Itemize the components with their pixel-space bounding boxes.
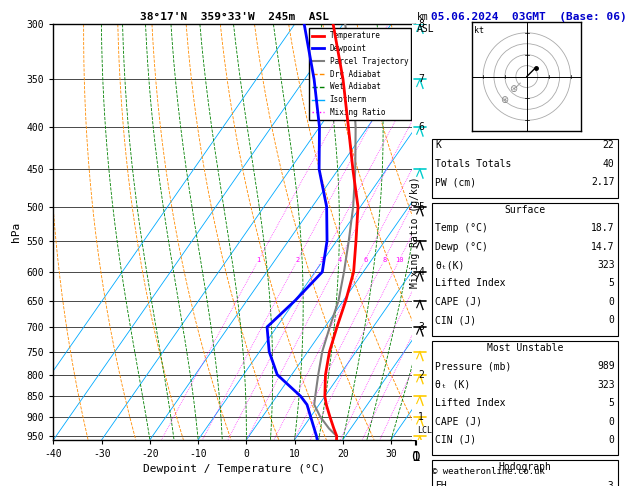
Text: CIN (J): CIN (J) xyxy=(435,315,476,326)
Text: 4: 4 xyxy=(418,267,424,277)
Text: CAPE (J): CAPE (J) xyxy=(435,297,482,307)
Text: 0: 0 xyxy=(609,435,615,445)
Text: 8: 8 xyxy=(382,257,386,263)
Text: 0: 0 xyxy=(609,297,615,307)
Text: 5: 5 xyxy=(609,398,615,408)
Text: Hodograph: Hodograph xyxy=(498,462,552,472)
Text: θₜ (K): θₜ (K) xyxy=(435,380,470,390)
Text: $\circledast$: $\circledast$ xyxy=(509,83,518,94)
Text: $\circledast$: $\circledast$ xyxy=(500,94,509,105)
Text: 5: 5 xyxy=(418,202,424,212)
Text: 323: 323 xyxy=(597,380,615,390)
Text: © weatheronline.co.uk: © weatheronline.co.uk xyxy=(432,467,545,476)
Text: 5: 5 xyxy=(609,278,615,289)
Text: CAPE (J): CAPE (J) xyxy=(435,417,482,427)
Text: EH: EH xyxy=(435,481,447,486)
Text: 6: 6 xyxy=(363,257,367,263)
Legend: Temperature, Dewpoint, Parcel Trajectory, Dry Adiabat, Wet Adiabat, Isotherm, Mi: Temperature, Dewpoint, Parcel Trajectory… xyxy=(309,28,411,120)
Text: 989: 989 xyxy=(597,361,615,371)
Text: Surface: Surface xyxy=(504,205,545,215)
Text: 3: 3 xyxy=(320,257,324,263)
Text: Temp (°C): Temp (°C) xyxy=(435,223,488,233)
Text: CIN (J): CIN (J) xyxy=(435,435,476,445)
Text: PW (cm): PW (cm) xyxy=(435,177,476,188)
Text: 22: 22 xyxy=(603,140,615,151)
Text: 14.7: 14.7 xyxy=(591,242,615,252)
Text: Lifted Index: Lifted Index xyxy=(435,278,506,289)
Text: 38°17'N  359°33'W  245m  ASL: 38°17'N 359°33'W 245m ASL xyxy=(140,12,329,22)
Text: 3: 3 xyxy=(418,322,424,332)
Text: 8: 8 xyxy=(418,19,424,29)
Text: 4: 4 xyxy=(337,257,342,263)
Text: Most Unstable: Most Unstable xyxy=(487,343,563,353)
Text: 1: 1 xyxy=(257,257,261,263)
X-axis label: Dewpoint / Temperature (°C): Dewpoint / Temperature (°C) xyxy=(143,465,325,474)
Text: 7: 7 xyxy=(418,74,424,85)
Text: kt: kt xyxy=(474,26,484,35)
Text: Mixing Ratio (g/kg): Mixing Ratio (g/kg) xyxy=(410,176,420,288)
Text: 323: 323 xyxy=(597,260,615,270)
Text: 40: 40 xyxy=(603,159,615,169)
Text: 05.06.2024  03GMT  (Base: 06): 05.06.2024 03GMT (Base: 06) xyxy=(431,12,626,22)
Text: 2.17: 2.17 xyxy=(591,177,615,188)
Text: 10: 10 xyxy=(395,257,404,263)
Text: km
ASL: km ASL xyxy=(417,12,435,34)
Text: 0: 0 xyxy=(609,315,615,326)
Text: 6: 6 xyxy=(418,122,424,132)
Text: 0: 0 xyxy=(609,417,615,427)
Text: 2: 2 xyxy=(418,370,424,380)
Text: K: K xyxy=(435,140,441,151)
Text: Dewp (°C): Dewp (°C) xyxy=(435,242,488,252)
Text: 18.7: 18.7 xyxy=(591,223,615,233)
Text: 1: 1 xyxy=(418,412,424,422)
Text: Lifted Index: Lifted Index xyxy=(435,398,506,408)
Text: Pressure (mb): Pressure (mb) xyxy=(435,361,511,371)
Text: θₜ(K): θₜ(K) xyxy=(435,260,465,270)
Text: LCL: LCL xyxy=(417,426,432,435)
Y-axis label: hPa: hPa xyxy=(11,222,21,242)
Text: -3: -3 xyxy=(603,481,615,486)
Text: Totals Totals: Totals Totals xyxy=(435,159,511,169)
Text: 2: 2 xyxy=(296,257,300,263)
